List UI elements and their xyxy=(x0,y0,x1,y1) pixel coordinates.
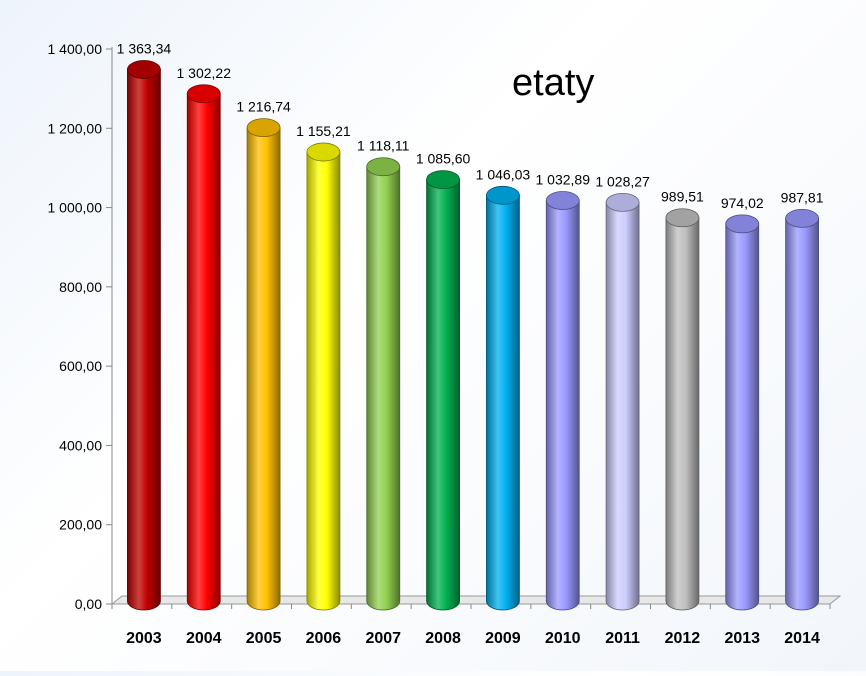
value-label: 1 028,27 xyxy=(595,173,650,189)
bar-body xyxy=(426,179,460,611)
bar-2006 xyxy=(306,142,341,611)
y-tick-label: 0,00 xyxy=(75,596,102,612)
bar-body xyxy=(486,194,520,611)
x-tick-label: 2010 xyxy=(545,630,581,647)
bar-body xyxy=(186,93,221,611)
y-tick-label: 400,00 xyxy=(59,437,102,453)
bar-body xyxy=(127,69,161,611)
x-tick-label: 2006 xyxy=(306,630,342,647)
bar-top xyxy=(725,214,760,234)
bar-top xyxy=(186,84,221,104)
bar-2004 xyxy=(186,84,221,611)
value-label: 1 032,89 xyxy=(536,172,591,188)
x-tick-label: 2013 xyxy=(724,630,760,647)
bar-top xyxy=(306,142,341,162)
value-label: 989,51 xyxy=(661,189,704,205)
value-label: 1 216,74 xyxy=(236,99,291,115)
x-tick-label: 2007 xyxy=(365,630,401,647)
value-label: 974,02 xyxy=(721,195,764,211)
bar-top xyxy=(605,192,640,212)
bar-2013 xyxy=(725,214,760,611)
x-tick-label: 2003 xyxy=(126,630,162,647)
y-tick-label: 1 400,00 xyxy=(48,41,103,57)
bar-2008 xyxy=(426,170,460,611)
y-tick-label: 600,00 xyxy=(59,358,102,374)
bar-body xyxy=(366,166,401,611)
x-tick-label: 2004 xyxy=(186,630,222,647)
chart-title: etaty xyxy=(512,62,594,104)
x-tick-label: 2011 xyxy=(605,630,640,647)
y-tick-label: 1 200,00 xyxy=(48,120,103,136)
bar-top xyxy=(366,157,401,177)
x-tick-label: 2009 xyxy=(485,630,521,647)
y-tick-label: 1 000,00 xyxy=(48,200,103,216)
bar-2003 xyxy=(127,60,161,611)
bar-top xyxy=(486,185,520,205)
bar-top xyxy=(785,209,819,228)
bar-2007 xyxy=(366,157,401,611)
bar-body xyxy=(545,200,580,611)
value-label: 1 118,11 xyxy=(357,138,410,154)
y-tick-label: 200,00 xyxy=(59,517,102,533)
x-tick-label: 2005 xyxy=(246,630,282,647)
bar-top xyxy=(127,60,161,79)
bar-top xyxy=(665,208,700,228)
bar-body xyxy=(785,218,819,611)
x-tick-label: 2012 xyxy=(665,630,701,647)
value-label: 1 302,22 xyxy=(177,65,232,81)
bar-top xyxy=(246,118,281,138)
bar-2009 xyxy=(486,185,520,611)
bar-top xyxy=(426,170,460,190)
bar-2012 xyxy=(665,208,700,611)
bar-2014 xyxy=(785,209,819,611)
value-label: 1 085,60 xyxy=(416,151,471,167)
bar-body xyxy=(306,151,341,611)
value-label: 987,81 xyxy=(781,189,824,205)
bar-body xyxy=(725,223,760,611)
bar-2005 xyxy=(246,118,281,611)
value-label: 1 155,21 xyxy=(296,123,351,139)
bar-body xyxy=(665,217,700,611)
x-tick-label: 2014 xyxy=(784,630,820,647)
bar-body xyxy=(605,201,640,611)
y-tick-label: 800,00 xyxy=(59,279,102,295)
bar-top xyxy=(545,191,580,210)
bar-2011 xyxy=(605,192,640,611)
bar-2010 xyxy=(545,191,580,611)
x-tick-label: 2008 xyxy=(425,630,461,647)
value-label: 1 046,03 xyxy=(476,166,531,182)
bar-body xyxy=(246,127,281,611)
value-label: 1 363,34 xyxy=(117,41,172,57)
